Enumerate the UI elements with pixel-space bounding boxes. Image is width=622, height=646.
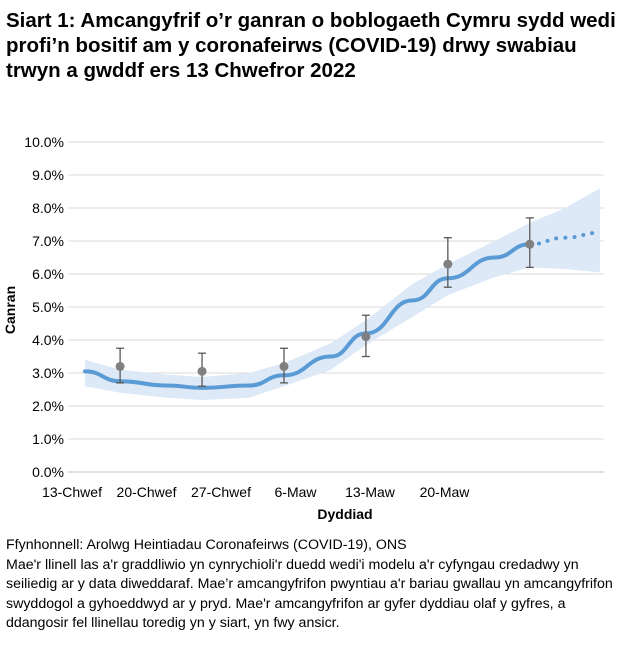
y-tick-label: 7.0% <box>32 233 64 249</box>
y-axis-label: Canran <box>2 285 18 335</box>
y-tick-label: 0.0% <box>32 464 64 480</box>
y-tick-label: 5.0% <box>32 299 64 315</box>
trend-line-dotted <box>527 230 602 247</box>
y-tick-label: 10.0% <box>24 134 64 150</box>
trend-line <box>83 242 532 390</box>
y-tick-label: 3.0% <box>32 365 64 381</box>
chart-title: Siart 1: Amcangyfrif o’r ganran o boblog… <box>6 9 616 82</box>
credible-interval-band <box>85 188 600 401</box>
x-tick-label: 6-Maw <box>274 484 317 500</box>
y-tick-label: 8.0% <box>32 200 64 216</box>
source-notes: Ffynhonnell: Arolwg Heintiadau Coronafei… <box>6 536 618 634</box>
data-point <box>197 366 207 376</box>
source-text: Ffynhonnell: Arolwg Heintiadau Coronafei… <box>6 537 407 553</box>
data-point <box>443 259 453 269</box>
data-point <box>279 361 289 371</box>
x-tick-label: 13-Maw <box>345 484 395 500</box>
y-tick-label: 4.0% <box>32 332 64 348</box>
x-tick-label: 20-Chwef <box>116 484 177 500</box>
x-tick-label: 27-Chwef <box>191 484 251 500</box>
y-tick-label: 6.0% <box>32 266 64 282</box>
y-tick-label: 2.0% <box>32 398 64 414</box>
data-point <box>115 361 125 371</box>
x-tick-label: 20-Maw <box>419 484 470 500</box>
x-tick-label: 13-Chwef <box>42 484 102 500</box>
notes-text: Mae'r llinell las a'r graddliwio yn cynr… <box>6 556 613 632</box>
data-point <box>525 239 535 249</box>
y-tick-label: 9.0% <box>32 167 64 183</box>
data-point <box>361 332 371 342</box>
x-axis-label: Dyddiad <box>317 506 373 522</box>
y-tick-label: 1.0% <box>32 431 64 447</box>
